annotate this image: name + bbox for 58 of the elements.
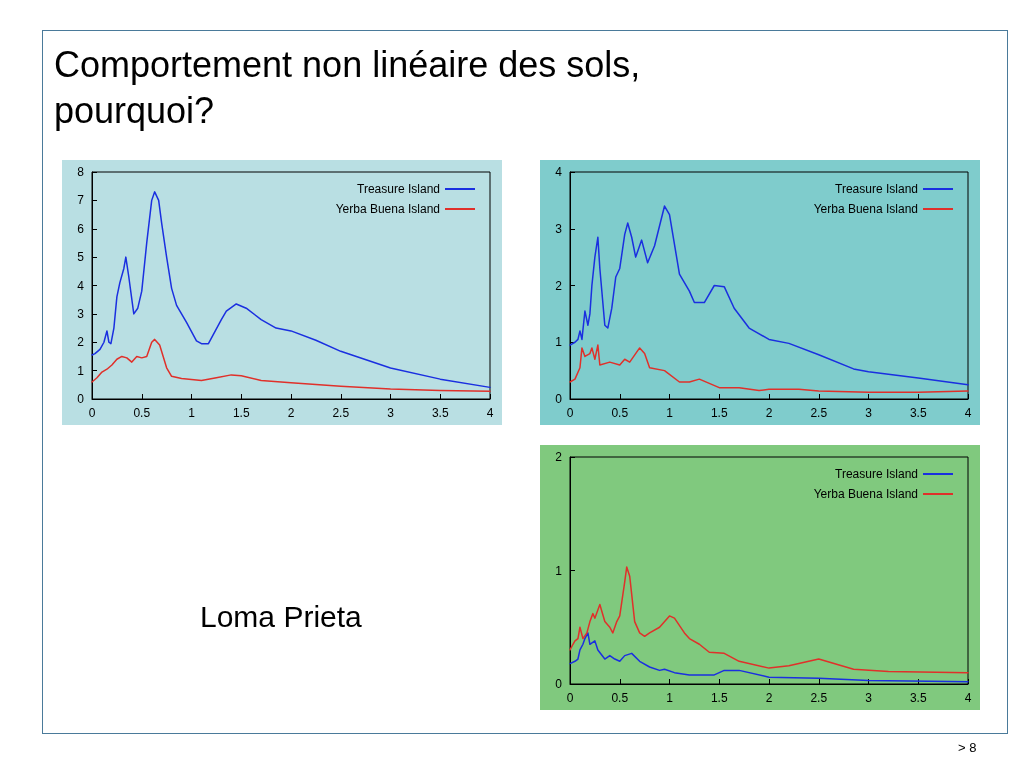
y-tick-label: 1 — [555, 335, 563, 350]
y-tick-label: 4 — [77, 278, 85, 293]
x-tick-label: 0.5 — [611, 691, 629, 705]
x-tick-label: 3 — [865, 406, 873, 420]
y-tick-label: 2 — [77, 335, 85, 350]
x-tick-label: 4 — [486, 406, 494, 420]
y-tick-label: 8 — [77, 165, 85, 179]
x-tick-label: 1 — [666, 406, 674, 420]
x-tick-label: 2.5 — [810, 691, 828, 705]
line-series — [91, 338, 491, 393]
x-tick-label: 2.5 — [332, 406, 350, 420]
x-tick-label: 1 — [666, 691, 674, 705]
x-tick-label: 0 — [566, 406, 574, 420]
y-tick-label: 3 — [555, 221, 563, 236]
x-tick-label: 3 — [387, 406, 395, 420]
y-tick-label: 1 — [555, 563, 563, 578]
x-tick-label: 2 — [287, 406, 295, 420]
y-tick-label: 1 — [77, 363, 85, 378]
legend-label: Yerba Buena Island — [335, 202, 440, 216]
chart-title: Comportement non linéaire des sols, pourquoi? — [54, 43, 642, 133]
x-tick-label: 0.5 — [133, 406, 151, 420]
x-tick-label: 1.5 — [710, 406, 728, 420]
legend-label: Treasure Island — [835, 182, 918, 196]
x-tick-label: 3.5 — [431, 406, 449, 420]
legend-label: Treasure Island — [835, 467, 918, 481]
x-tick-label: 0 — [566, 691, 574, 705]
x-tick-label: 2 — [765, 406, 773, 420]
x-tick-label: 2 — [765, 691, 773, 705]
x-tick-label: 3 — [865, 691, 873, 705]
y-tick-label: 2 — [555, 278, 563, 293]
x-tick-label: 1.5 — [232, 406, 250, 420]
line-series — [91, 191, 491, 389]
y-tick-label: 0 — [555, 392, 563, 406]
legend-label: Yerba Buena Island — [813, 202, 918, 216]
y-tick-label: 3 — [77, 306, 85, 321]
y-tick-label: 4 — [555, 165, 563, 179]
line-series — [569, 344, 969, 393]
y-tick-label: 6 — [77, 221, 85, 236]
text: > 8 — [958, 740, 977, 755]
x-tick-label: 4 — [964, 691, 972, 705]
legend-label: Yerba Buena Island — [813, 487, 918, 501]
text: Loma Prieta — [200, 600, 362, 634]
x-tick-label: 2.5 — [810, 406, 828, 420]
x-tick-label: 1.5 — [710, 691, 728, 705]
x-tick-label: 3.5 — [909, 691, 927, 705]
y-tick-label: 0 — [555, 677, 563, 691]
x-tick-label: 0 — [88, 406, 96, 420]
y-tick-label: 5 — [77, 250, 85, 265]
x-tick-label: 3.5 — [909, 406, 927, 420]
x-tick-label: 4 — [964, 406, 972, 420]
y-tick-label: 0 — [77, 392, 85, 406]
x-tick-label: 1 — [188, 406, 196, 420]
legend-label: Treasure Island — [357, 182, 440, 196]
line-series — [569, 566, 969, 674]
x-tick-label: 0.5 — [611, 406, 629, 420]
line-series — [569, 205, 969, 386]
y-tick-label: 7 — [77, 193, 85, 208]
y-tick-label: 2 — [555, 450, 563, 464]
